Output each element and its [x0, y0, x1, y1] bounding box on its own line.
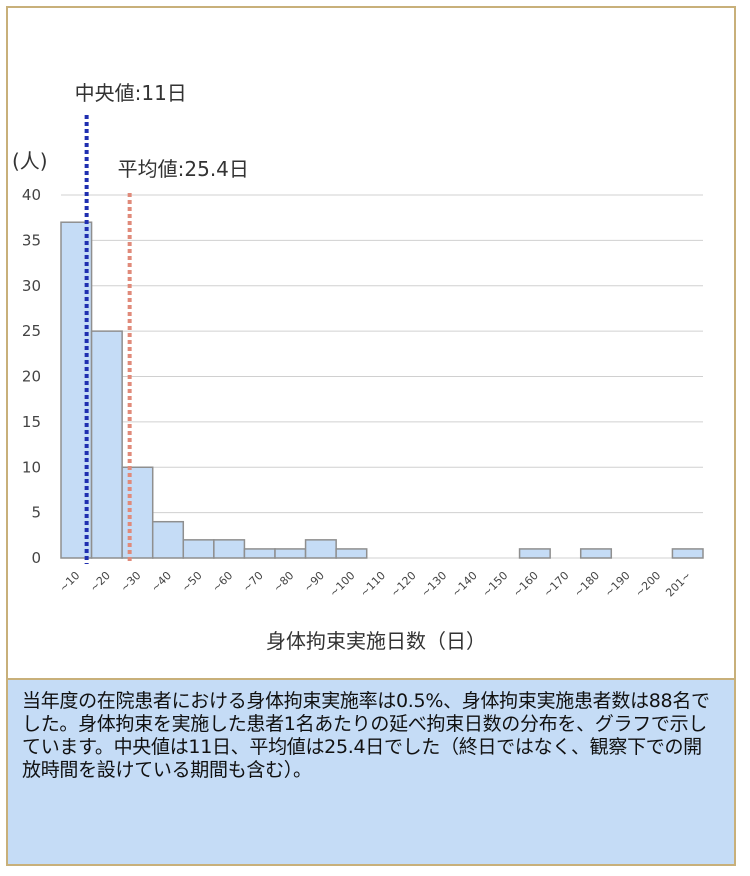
bar — [335, 548, 368, 559]
x-tick-label: ~20 — [87, 569, 113, 595]
y-tick-label: 5 — [31, 504, 41, 522]
bar — [151, 520, 185, 559]
bar — [304, 539, 337, 559]
x-tick-label: ~180 — [572, 569, 603, 600]
y-tick-label: 40 — [22, 186, 41, 204]
x-tick-label: ~30 — [118, 569, 144, 595]
x-tick-label: ~70 — [240, 569, 266, 595]
bar — [182, 539, 215, 559]
x-tick-label: ~170 — [541, 569, 572, 600]
y-tick-label: 20 — [22, 368, 41, 386]
x-tick-label: ~130 — [419, 569, 450, 600]
bar — [121, 466, 154, 559]
annotation-label: 中央値:11日 — [75, 81, 187, 105]
x-tick-label: ~50 — [179, 569, 205, 595]
bars — [60, 221, 704, 559]
y-axis-label: (人) — [12, 149, 48, 173]
bar — [274, 548, 307, 559]
description-text: 当年度の在院患者における身体拘束実施率は0.5%、身体拘束実施患者数は88名でし… — [22, 690, 710, 781]
y-tick-label: 30 — [22, 277, 41, 295]
chart-frame: 0 5 10 15 20 25 30 35 40 ~10 ~20 ~30 ~40 ~50 ~60 ~70 ~8… — [6, 6, 736, 866]
y-tick-label: 15 — [22, 413, 41, 431]
x-tick-label: ~160 — [510, 569, 541, 600]
y-tick-label: 35 — [22, 231, 41, 249]
x-tick-label: 201~ — [663, 569, 694, 600]
x-tick-label: ~60 — [210, 569, 236, 595]
x-tick-label: ~150 — [480, 569, 511, 600]
bar — [518, 548, 551, 559]
x-tick-label: ~80 — [271, 569, 297, 595]
x-tick-label: ~190 — [602, 569, 633, 600]
bar — [90, 330, 123, 559]
y-axis-ticks: 0 5 10 15 20 25 30 35 40 — [22, 186, 41, 567]
bar — [671, 548, 704, 559]
x-axis-label: 身体拘束実施日数（日） — [266, 629, 486, 653]
x-tick-label: ~10 — [57, 569, 83, 595]
x-axis-ticks: ~10 ~20 ~30 ~40 ~50 ~60 ~70 ~80 ~90 ~100 ~110 ~120 ~… — [57, 569, 694, 600]
description-panel: 当年度の在院患者における身体拘束実施率は0.5%、身体拘束実施患者数は88名でし… — [8, 678, 734, 864]
bar — [243, 548, 276, 559]
annotation-label: 平均値:25.4日 — [118, 157, 249, 181]
x-tick-label: ~200 — [633, 569, 664, 600]
x-tick-label: ~90 — [301, 569, 327, 595]
y-tick-label: 25 — [22, 322, 41, 340]
grid-lines — [61, 194, 703, 559]
bar — [213, 539, 246, 559]
histogram-chart: 0 5 10 15 20 25 30 35 40 ~10 ~20 ~30 ~40 ~50 ~60 ~70 ~8… — [12, 81, 704, 653]
x-tick-label: ~40 — [149, 569, 175, 595]
x-tick-label: ~100 — [327, 569, 358, 600]
x-tick-label: ~120 — [388, 569, 419, 600]
x-tick-label: ~110 — [358, 569, 389, 600]
x-tick-label: ~140 — [449, 569, 480, 600]
y-tick-label: 0 — [31, 549, 41, 567]
y-tick-label: 10 — [22, 458, 41, 476]
bar — [579, 548, 613, 559]
